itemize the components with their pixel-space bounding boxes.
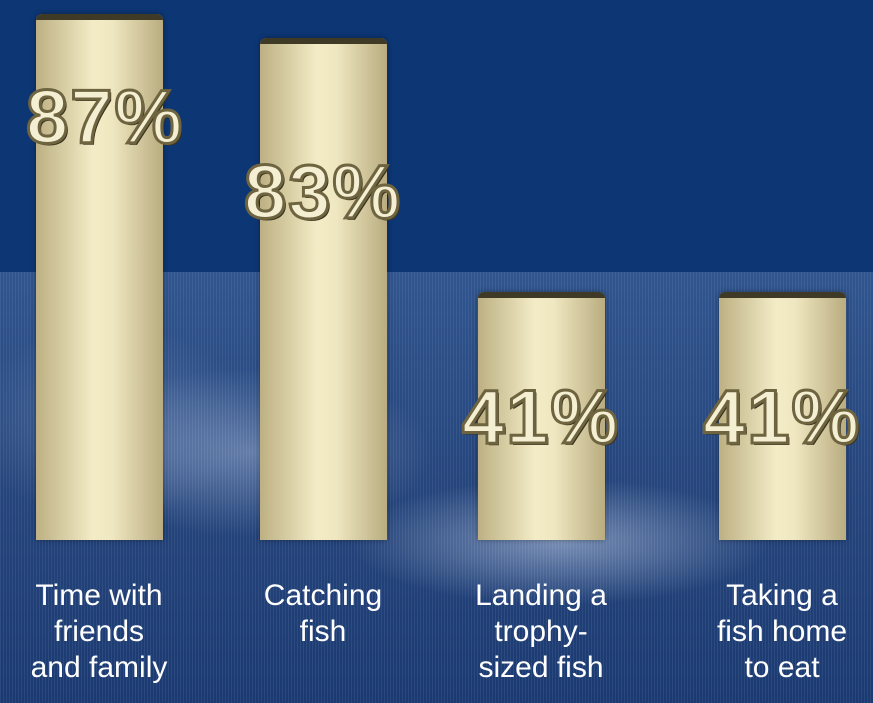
category-label-line: friends: [53, 615, 145, 648]
category-label-line: and family: [30, 651, 168, 684]
category-label-line: to eat: [744, 651, 820, 684]
category-label-line: sized fish: [478, 651, 604, 684]
bar-4: [718, 291, 846, 540]
category-label-line: Time with: [35, 579, 163, 612]
category-label-4: Taking a fish home to eat: [702, 578, 862, 686]
data-label-2: 83%: [242, 150, 403, 235]
category-label-line: fish home: [716, 615, 848, 648]
data-label-1: 87%: [24, 75, 185, 160]
data-label-4: 41%: [701, 375, 862, 460]
data-label-3: 41%: [460, 375, 621, 460]
category-label-line: trophy-: [494, 615, 588, 648]
category-label-line: Taking a: [726, 579, 838, 612]
bar-2: [259, 37, 387, 540]
bar-3: [477, 291, 605, 540]
bar-1: [35, 13, 163, 540]
category-label-2: Catching fish: [243, 578, 403, 650]
category-label-1: Time with friends and family: [19, 578, 179, 686]
category-label-line: Catching: [263, 579, 383, 612]
category-label-line: fish: [299, 615, 347, 648]
category-label-line: Landing a: [475, 579, 607, 612]
category-label-3: Landing a trophy-sized fish: [461, 578, 621, 686]
